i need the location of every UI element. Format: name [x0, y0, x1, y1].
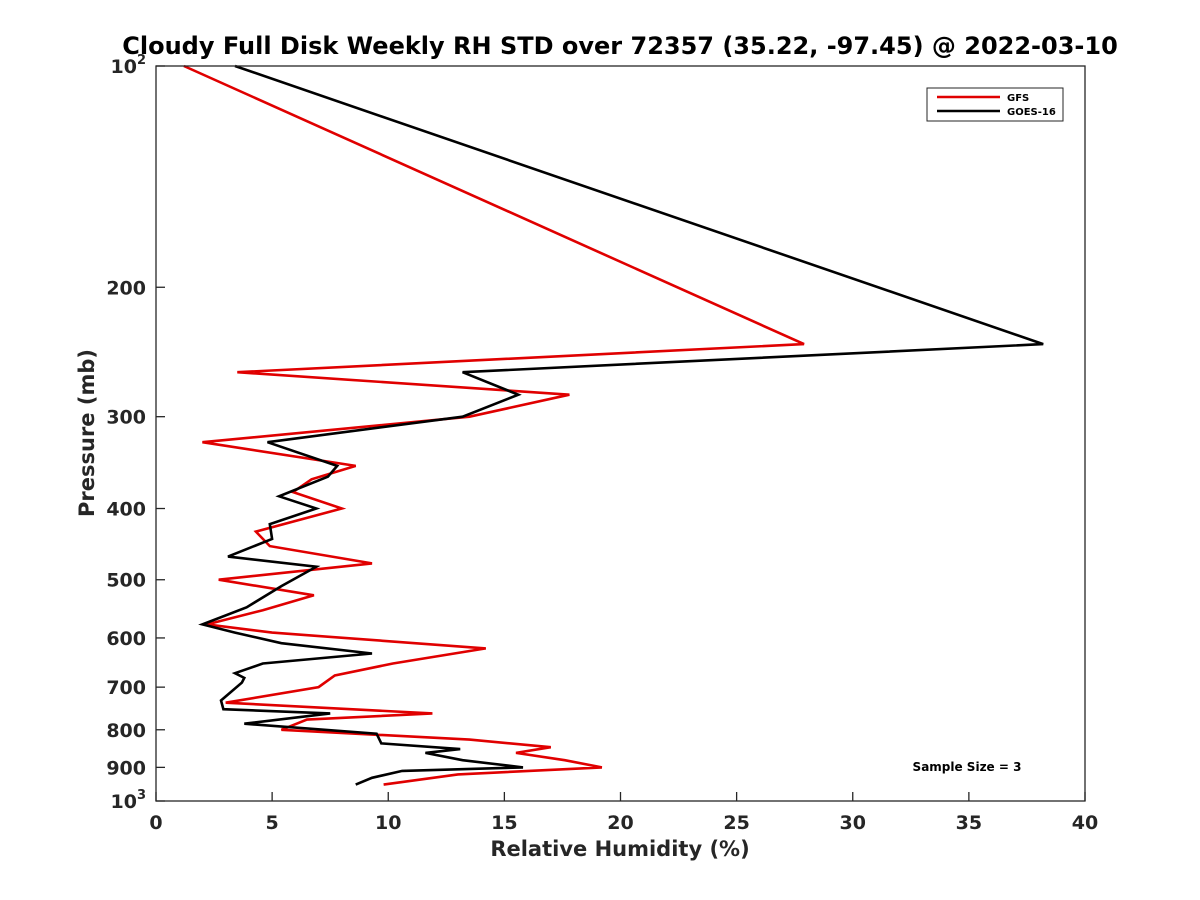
y-tick-label: 200 [106, 277, 146, 299]
series-layer [183, 64, 1044, 786]
y-tick-label: 600 [106, 628, 146, 650]
series-line-gfs [183, 64, 805, 786]
legend-label-gfs: GFS [1007, 93, 1029, 104]
x-tick-label: 0 [149, 812, 162, 834]
x-tick-label: 40 [1072, 812, 1098, 834]
y-tick-label: 800 [106, 720, 146, 742]
legend-label-goes16: GOES-16 [1007, 107, 1056, 118]
series-line-goes-16 [198, 64, 1044, 786]
y-tick-label: 900 [106, 757, 146, 779]
y-tick-label: 103 [111, 788, 147, 813]
y-tick-label: 300 [106, 407, 146, 429]
sample-size-annotation: Sample Size = 3 [913, 760, 1022, 774]
legend: GFS GOES-16 [926, 87, 1064, 122]
x-axis-label: Relative Humidity (%) [490, 837, 749, 861]
x-tick-label: 15 [491, 812, 517, 834]
legend-box [926, 87, 1064, 122]
y-tick-label: 500 [106, 570, 146, 592]
y-tick-label: 400 [106, 499, 146, 521]
y-tick-label: 102 [111, 53, 147, 78]
x-tick-label: 30 [840, 812, 866, 834]
x-tick-label: 5 [266, 812, 279, 834]
y-axis-ticks: 102 200 300 400 500 600 700 800 900 103 [106, 53, 165, 813]
x-axis-ticks: 0 5 10 15 20 25 30 35 40 [149, 792, 1098, 834]
x-tick-label: 20 [607, 812, 633, 834]
x-tick-label: 25 [723, 812, 749, 834]
x-tick-label: 10 [375, 812, 401, 834]
y-tick-label: 700 [106, 677, 146, 699]
x-tick-label: 35 [956, 812, 982, 834]
chart-title: Cloudy Full Disk Weekly RH STD over 7235… [122, 32, 1118, 60]
plot-area [155, 64, 1086, 802]
y-axis-label: Pressure (mb) [75, 349, 99, 517]
